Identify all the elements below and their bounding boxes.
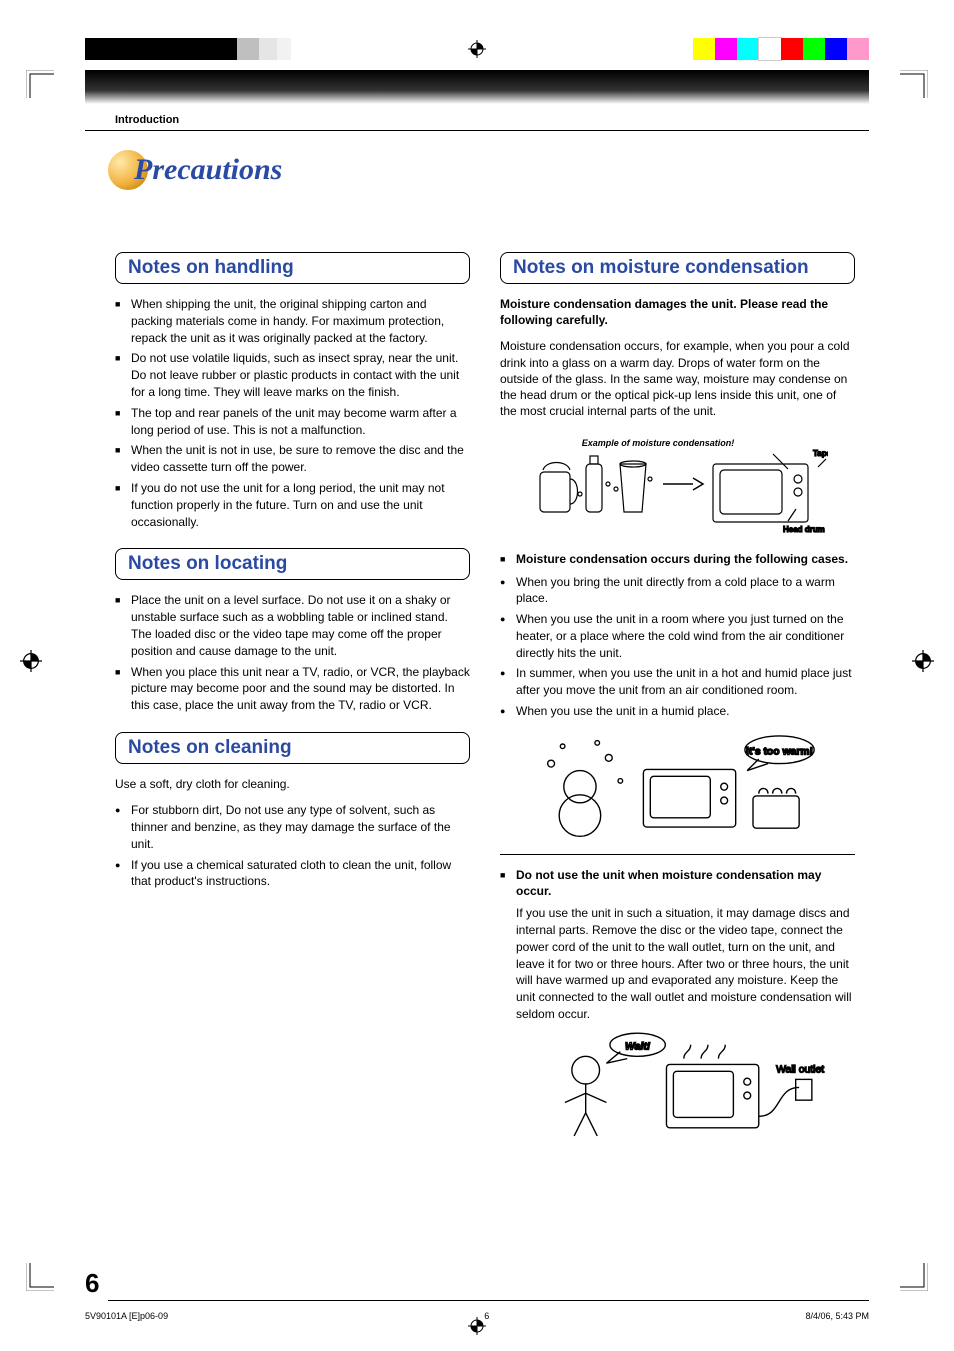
- content-columns: Notes on handling When shipping the unit…: [115, 252, 855, 1155]
- page-title-wrap: Precautions: [108, 150, 282, 190]
- header-gradient: [85, 70, 869, 104]
- svg-text:Tape: Tape: [813, 449, 828, 458]
- donot-body: If you use the unit in such a situation,…: [500, 905, 855, 1023]
- crosshair-icon: [912, 650, 934, 672]
- handling-list: When shipping the unit, the original shi…: [115, 296, 470, 530]
- corner-mark-icon: [26, 70, 54, 98]
- footer-timestamp: 8/4/06, 5:43 PM: [805, 1311, 869, 1321]
- manual-page: Introduction Precautions Notes on handli…: [0, 0, 954, 1351]
- reg-left-blocks: [85, 38, 291, 60]
- page-title: Precautions: [134, 153, 282, 187]
- condensation-illustration: Example of moisture condensation!: [500, 429, 855, 539]
- section-label: Introduction: [115, 114, 179, 126]
- left-column: Notes on handling When shipping the unit…: [115, 252, 470, 1155]
- list-item: In summer, when you use the unit in a ho…: [500, 665, 855, 699]
- cases-heading: Moisture condensation occurs during the …: [500, 551, 855, 567]
- footer-page: 6: [484, 1311, 489, 1321]
- moisture-intro: Moisture condensation occurs, for exampl…: [500, 338, 855, 419]
- section-heading: Notes on locating: [115, 548, 470, 580]
- header-rule: [85, 130, 869, 131]
- section-heading: Notes on handling: [115, 252, 470, 284]
- crosshair-icon: [468, 40, 486, 58]
- reg-right-blocks: [693, 38, 869, 60]
- list-item: When you bring the unit directly from a …: [500, 574, 855, 608]
- cleaning-list: For stubborn dirt, Do not use any type o…: [115, 802, 470, 890]
- registration-marks-top: [0, 38, 954, 68]
- warm-room-illustration: it's too warm!: [500, 732, 855, 842]
- moisture-warning: Moisture condensation damages the unit. …: [500, 296, 855, 328]
- corner-mark-icon: [900, 1263, 928, 1291]
- crosshair-icon: [20, 650, 42, 672]
- svg-text:Wait!: Wait!: [625, 1042, 651, 1053]
- list-item: If you do not use the unit for a long pe…: [115, 480, 470, 530]
- section-heading: Notes on cleaning: [115, 732, 470, 764]
- list-item: The top and rear panels of the unit may …: [115, 405, 470, 439]
- list-item: When shipping the unit, the original shi…: [115, 296, 470, 346]
- page-number-rule: [108, 1300, 869, 1301]
- list-item: When you place this unit near a TV, radi…: [115, 664, 470, 714]
- cases-list: When you bring the unit directly from a …: [500, 574, 855, 720]
- list-item: Do not use volatile liquids, such as ins…: [115, 350, 470, 400]
- svg-text:Head drum: Head drum: [783, 525, 825, 534]
- list-item: When you use the unit in a room where yo…: [500, 611, 855, 661]
- list-item: When you use the unit in a humid place.: [500, 703, 855, 720]
- right-column: Notes on moisture condensation Moisture …: [500, 252, 855, 1155]
- footer-file: 5V90101A [E]p06-09: [85, 1311, 168, 1321]
- list-item: For stubborn dirt, Do not use any type o…: [115, 802, 470, 852]
- donot-heading: Do not use the unit when moisture conden…: [500, 867, 855, 899]
- svg-text:Example of moisture condensati: Example of moisture condensation!: [581, 438, 734, 448]
- section-heading: Notes on moisture condensation: [500, 252, 855, 284]
- wait-illustration: Wait! Wall outlet: [500, 1033, 855, 1143]
- corner-mark-icon: [900, 70, 928, 98]
- cleaning-intro: Use a soft, dry cloth for cleaning.: [115, 776, 470, 792]
- corner-mark-icon: [26, 1263, 54, 1291]
- svg-text:Wall outlet: Wall outlet: [776, 1065, 824, 1076]
- divider: [500, 854, 855, 855]
- page-number: 6: [85, 1268, 99, 1299]
- list-item: When the unit is not in use, be sure to …: [115, 442, 470, 476]
- locating-list: Place the unit on a level surface. Do no…: [115, 592, 470, 714]
- svg-text:it's too warm!: it's too warm!: [746, 747, 813, 758]
- list-item: Place the unit on a level surface. Do no…: [115, 592, 470, 659]
- footer: 5V90101A [E]p06-09 6 8/4/06, 5:43 PM: [85, 1311, 869, 1321]
- list-item: If you use a chemical saturated cloth to…: [115, 857, 470, 891]
